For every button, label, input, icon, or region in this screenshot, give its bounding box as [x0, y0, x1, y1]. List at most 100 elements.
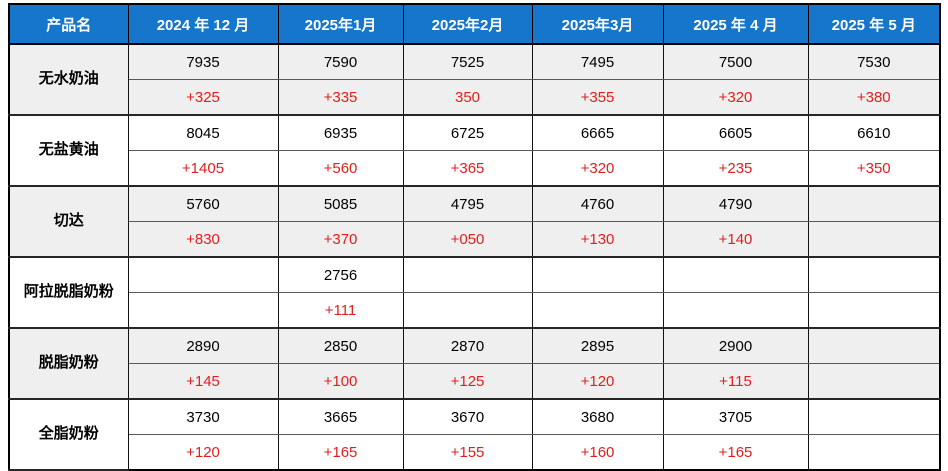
- product-name-cell: 脱脂奶粉: [8, 327, 129, 400]
- price-cell: 6665: [531, 114, 664, 151]
- change-cell: +140: [662, 221, 809, 257]
- price-cell: [402, 256, 533, 293]
- price-cell: 8045: [127, 114, 279, 151]
- column-header-5: 2025 年 4 月: [662, 4, 809, 45]
- change-cell: +155: [402, 434, 533, 470]
- price-cell: 7525: [402, 43, 533, 80]
- change-cell: +115: [662, 363, 809, 399]
- change-cell: +145: [127, 363, 279, 399]
- price-cell: 4790: [662, 185, 809, 222]
- table-row: 无水奶油 7935 7590 7525 7495 7500 7530: [8, 43, 941, 116]
- product-name-cell: 全脂奶粉: [8, 398, 129, 471]
- price-cell: 5760: [127, 185, 279, 222]
- product-name-cell: 无水奶油: [8, 43, 129, 116]
- price-cell: 3680: [531, 398, 664, 435]
- price-cell: 7495: [531, 43, 664, 80]
- price-cell: 6605: [662, 114, 809, 151]
- price-cell: 3730: [127, 398, 279, 435]
- change-cell: +560: [277, 150, 404, 186]
- table-row: +325 +335 350 +355 +320 +380: [9, 79, 941, 115]
- price-cell: [807, 185, 941, 222]
- price-cell: 6935: [277, 114, 404, 151]
- table-row: 脱脂奶粉 2890 2850 2870 2895 2900: [8, 327, 941, 400]
- column-header-6: 2025 年 5 月: [807, 4, 941, 45]
- change-cell: +320: [662, 79, 809, 115]
- change-cell: 350: [402, 79, 533, 115]
- price-cell: 6610: [807, 114, 941, 151]
- price-cell: 4795: [402, 185, 533, 222]
- price-cell: 3665: [277, 398, 404, 435]
- table-row: +145 +100 +125 +120 +115: [9, 363, 941, 399]
- price-cell: 5085: [277, 185, 404, 222]
- table-body: 无水奶油 7935 7590 7525 7495 7500 7530 +325 +335 350 +…: [8, 43, 941, 471]
- change-cell: [807, 292, 941, 328]
- change-cell: [662, 292, 809, 328]
- change-cell: +165: [662, 434, 809, 470]
- change-cell: +1405: [127, 150, 279, 186]
- change-cell: +370: [277, 221, 404, 257]
- price-table-container: 产品名 2024 年 12 月 2025年1月 2025年2月 2025年3月 2025 …: [8, 3, 941, 471]
- price-cell: 2890: [127, 327, 279, 364]
- price-cell: [531, 256, 664, 293]
- table-row: 无盐黄油 8045 6935 6725 6665 6605 6610: [8, 114, 941, 187]
- header-row: 产品名 2024 年 12 月 2025年1月 2025年2月 2025年3月 2025 …: [8, 4, 941, 45]
- price-cell: 2900: [662, 327, 809, 364]
- table-row: 切达 5760 5085 4795 4760 4790: [8, 185, 941, 258]
- change-cell: [807, 434, 941, 470]
- column-header-3: 2025年2月: [402, 4, 533, 45]
- column-header-2: 2025年1月: [277, 4, 404, 45]
- table-row: +120 +165 +155 +160 +165: [9, 434, 941, 470]
- change-cell: +100: [277, 363, 404, 399]
- change-cell: [807, 221, 941, 257]
- table-row: +111: [9, 292, 941, 328]
- table-row: +830 +370 +050 +130 +140: [9, 221, 941, 257]
- change-cell: [127, 292, 279, 328]
- table-row: +1405 +560 +365 +320 +235 +350: [9, 150, 941, 186]
- column-header-4: 2025年3月: [531, 4, 664, 45]
- price-cell: 7935: [127, 43, 279, 80]
- change-cell: [807, 363, 941, 399]
- product-name-cell: 无盐黄油: [8, 114, 129, 187]
- price-cell: 2850: [277, 327, 404, 364]
- price-cell: 4760: [531, 185, 664, 222]
- product-name-cell: 阿拉脱脂奶粉: [8, 256, 129, 329]
- change-cell: +160: [531, 434, 664, 470]
- change-cell: [531, 292, 664, 328]
- change-cell: +350: [807, 150, 941, 186]
- product-name-cell: 切达: [8, 185, 129, 258]
- change-cell: +111: [277, 292, 404, 328]
- change-cell: +120: [531, 363, 664, 399]
- column-header-1: 2024 年 12 月: [127, 4, 279, 45]
- change-cell: +355: [531, 79, 664, 115]
- price-cell: [807, 398, 941, 435]
- change-cell: +325: [127, 79, 279, 115]
- change-cell: +335: [277, 79, 404, 115]
- price-cell: 7500: [662, 43, 809, 80]
- change-cell: +050: [402, 221, 533, 257]
- change-cell: +365: [402, 150, 533, 186]
- price-cell: 7590: [277, 43, 404, 80]
- price-cell: [662, 256, 809, 293]
- change-cell: +120: [127, 434, 279, 470]
- change-cell: [402, 292, 533, 328]
- price-table: 产品名 2024 年 12 月 2025年1月 2025年2月 2025年3月 2025 …: [8, 3, 941, 471]
- price-cell: 7530: [807, 43, 941, 80]
- change-cell: +380: [807, 79, 941, 115]
- price-cell: 6725: [402, 114, 533, 151]
- price-cell: [127, 256, 279, 293]
- change-cell: +130: [531, 221, 664, 257]
- price-cell: [807, 256, 941, 293]
- price-cell: [807, 327, 941, 364]
- table-row: 全脂奶粉 3730 3665 3670 3680 3705: [8, 398, 941, 471]
- change-cell: +320: [531, 150, 664, 186]
- price-cell: 3705: [662, 398, 809, 435]
- change-cell: +235: [662, 150, 809, 186]
- column-header-0: 产品名: [8, 4, 129, 45]
- price-cell: 2756: [277, 256, 404, 293]
- change-cell: +830: [127, 221, 279, 257]
- change-cell: +125: [402, 363, 533, 399]
- price-cell: 2895: [531, 327, 664, 364]
- change-cell: +165: [277, 434, 404, 470]
- price-cell: 3670: [402, 398, 533, 435]
- table-row: 阿拉脱脂奶粉 2756: [8, 256, 941, 329]
